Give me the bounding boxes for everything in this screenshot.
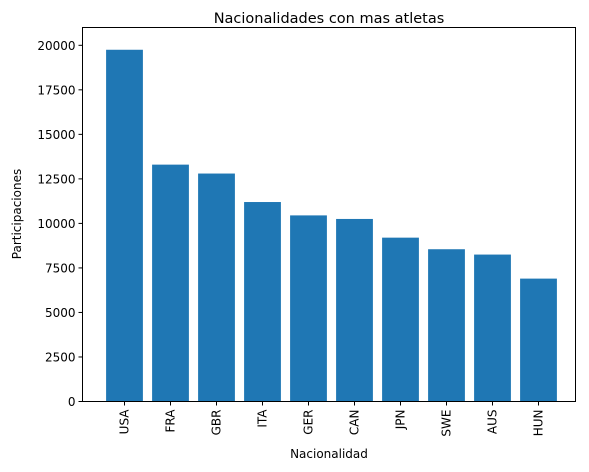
x-tick-label: HUN [532, 410, 546, 437]
y-axis-label: Participaciones [10, 169, 24, 259]
bar-hun [520, 278, 557, 402]
x-tick-label: GBR [210, 410, 224, 436]
x-tick-label: GER [302, 410, 316, 435]
x-tick-label: AUS [486, 410, 500, 435]
y-tick-label: 10000 [37, 217, 75, 231]
bar-can [336, 218, 373, 402]
y-tick-label: 0 [68, 395, 76, 409]
x-tick-label: USA [118, 409, 132, 435]
bar-usa [106, 49, 143, 402]
y-tick-label: 17500 [37, 83, 75, 97]
y-tick-label: 12500 [37, 172, 75, 186]
y-axis-ticks: 0 2500 5000 7500 10000 12500 15000 17500 20000 [37, 39, 83, 409]
x-axis-label: Nacionalidad [290, 447, 368, 461]
bar-ger [290, 215, 327, 402]
x-tick-label: ITA [256, 409, 270, 428]
bar-jpn [382, 237, 419, 402]
bar-swe [428, 249, 465, 402]
bars-group [106, 49, 557, 402]
y-tick-label: 5000 [45, 306, 76, 320]
x-tick-label: JPN [394, 410, 408, 431]
y-tick-label: 7500 [45, 261, 76, 275]
x-tick-label: CAN [348, 410, 362, 436]
plot-frame [82, 27, 576, 402]
chart-title: Nacionalidades con mas atletas [214, 11, 445, 27]
x-axis-ticks: USA FRA GBR ITA GER CAN JPN SWE AUS HUN [118, 401, 546, 437]
y-tick-label: 2500 [45, 350, 76, 364]
bar-aus [474, 254, 511, 402]
bar-fra [152, 164, 189, 402]
y-tick-label: 20000 [37, 39, 75, 53]
x-tick-label: SWE [440, 410, 454, 437]
bar-gbr [198, 173, 235, 402]
bar-ita [244, 202, 281, 402]
x-tick-label: FRA [164, 409, 178, 433]
y-tick-label: 15000 [37, 128, 75, 142]
